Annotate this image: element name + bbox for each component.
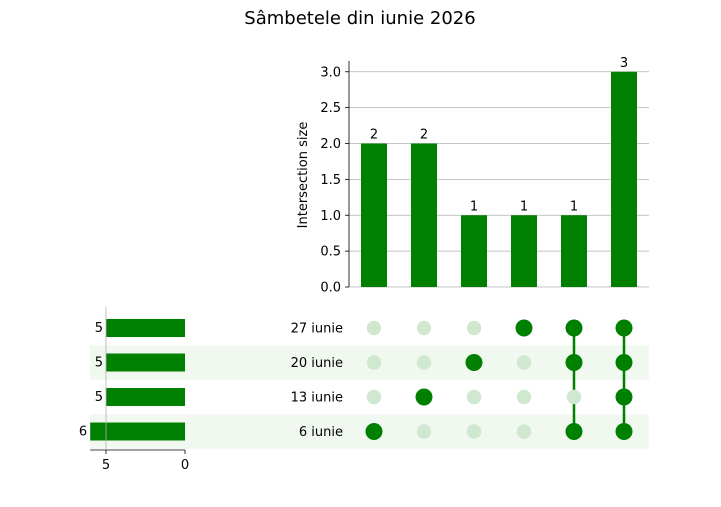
membership-dot-active	[415, 388, 433, 406]
y-tick-label: 2.5	[320, 101, 341, 116]
intersection-bar	[511, 215, 537, 287]
membership-dot-inactive	[416, 320, 432, 336]
set-label: 20 iunie	[291, 356, 343, 371]
y-axis-label: Intersection size	[296, 122, 311, 229]
chart-title: Sâmbetele din iunie 2026	[244, 8, 475, 29]
set-labels: 27 iunie 20 iunie 13 iunie 6 iunie	[291, 322, 343, 441]
membership-dot-active	[365, 423, 383, 440]
gridlines	[349, 71, 649, 288]
membership-dot-inactive	[366, 320, 382, 336]
membership-dot-active	[565, 319, 583, 337]
set-size-bar	[90, 422, 185, 441]
membership-dot-inactive	[366, 389, 382, 405]
set-size-bar	[106, 388, 185, 406]
intersection-bar	[361, 143, 387, 287]
y-axis: 0.0 0.5 1.0 1.5 2.0 2.5 3.0	[320, 61, 350, 296]
set-label: 6 iunie	[299, 425, 343, 440]
membership-dot-inactive	[416, 424, 432, 439]
set-size-value: 5	[95, 321, 103, 336]
y-tick-label: 0.5	[320, 245, 341, 260]
membership-dot-active	[615, 319, 633, 337]
y-tick-label: 3.0	[320, 65, 341, 80]
set-size-bar	[106, 353, 185, 372]
membership-dot-active	[565, 354, 583, 371]
bar-value-label: 2	[370, 128, 378, 143]
y-tick-label: 1.5	[320, 173, 341, 188]
y-tick-label: 2.0	[320, 137, 341, 152]
membership-dot-active	[615, 388, 633, 406]
membership-dot-inactive	[516, 389, 532, 405]
y-tick-label: 0.0	[320, 281, 341, 296]
membership-dot-inactive	[516, 355, 532, 370]
set-label: 13 iunie	[291, 391, 343, 406]
set-size-bars: 5 5 5 6 5 0	[79, 307, 189, 473]
membership-dot-active	[615, 423, 633, 440]
intersection-bar	[461, 215, 487, 287]
set-size-value: 5	[95, 390, 103, 405]
membership-dot-inactive	[466, 424, 482, 439]
set-size-tick-label: 0	[181, 458, 189, 473]
set-size-bar	[106, 319, 185, 337]
membership-dot-active	[515, 319, 533, 337]
intersection-bars: 2 2 1 1 1 3	[361, 56, 637, 287]
bar-value-label: 1	[470, 199, 478, 214]
set-size-value: 5	[95, 356, 103, 371]
membership-dot-inactive	[366, 355, 382, 370]
bar-value-label: 1	[570, 199, 578, 214]
membership-dot-inactive	[516, 424, 532, 439]
set-size-tick-label: 5	[102, 458, 110, 473]
membership-dot-active	[565, 423, 583, 440]
membership-dot-inactive	[466, 389, 482, 405]
bar-value-label: 2	[420, 128, 428, 143]
intersection-bar	[411, 143, 437, 287]
membership-dot-inactive	[566, 389, 582, 405]
membership-matrix	[365, 319, 633, 440]
set-label: 27 iunie	[291, 322, 343, 337]
bar-value-label: 1	[520, 199, 528, 214]
membership-dot-inactive	[416, 355, 432, 370]
membership-dot-active	[465, 354, 483, 371]
y-tick-label: 1.0	[320, 209, 341, 224]
intersection-bar	[611, 71, 637, 287]
membership-dot-active	[615, 354, 633, 371]
membership-dot-inactive	[466, 320, 482, 336]
intersection-bar	[561, 215, 587, 287]
bar-value-label: 3	[620, 56, 628, 71]
set-size-value: 6	[79, 425, 87, 440]
